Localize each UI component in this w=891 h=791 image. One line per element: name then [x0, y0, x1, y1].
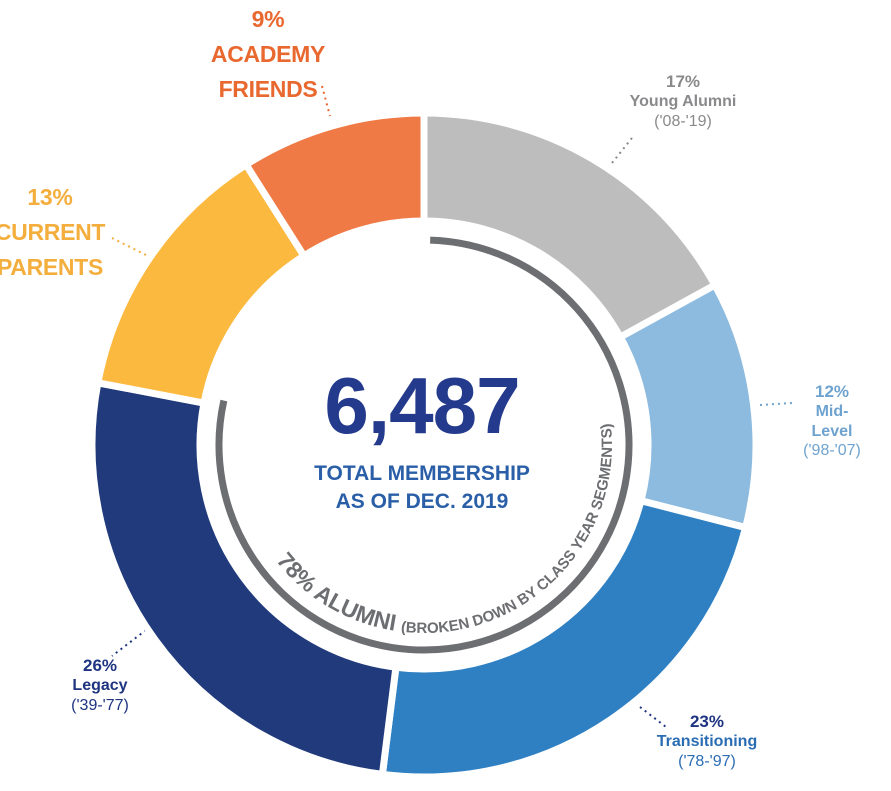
- segment-label: 12% Mid-Level ('98-'07): [803, 382, 862, 460]
- alumni-text: 78% ALUMNI (BROKEN DOWN BY CLASS YEAR SEG…: [272, 423, 616, 637]
- value-label: 26%: [82, 656, 118, 675]
- year-range: ('98-'07): [803, 441, 861, 459]
- value-label: 13%: [27, 184, 73, 210]
- value-label: 12%: [814, 382, 850, 401]
- segment-label: 13% CURRENT PARENTS: [0, 180, 110, 285]
- alumni-arc: [215, 236, 633, 654]
- subtitle: TOTAL MEMBERSHIP AS OF DEC. 2019: [314, 462, 530, 513]
- category-label: Young Alumni: [629, 93, 737, 111]
- value-label: 9%: [251, 6, 285, 32]
- leader: [111, 237, 153, 259]
- donut-segment: [241, 109, 428, 261]
- leader: [759, 402, 793, 406]
- donut-segment: [88, 378, 400, 779]
- year-range: ('78-'97): [678, 752, 736, 770]
- category-label: ACADEMY FRIENDS: [210, 41, 326, 102]
- segment-label: 17% Young Alumni ('08-'19): [630, 72, 737, 131]
- leader: [607, 137, 633, 169]
- year-range: ('08-'19): [654, 112, 712, 130]
- category-label: CURRENT PARENTS: [0, 219, 106, 280]
- category-label: Transitioning: [656, 733, 758, 751]
- category-label: Mid-Level: [811, 403, 853, 440]
- segment-label: 26% Legacy ('39-'77): [71, 656, 129, 715]
- alumni-text-path: 78% ALUMNI (BROKEN DOWN BY CLASS YEAR SEG…: [272, 423, 616, 637]
- donut-segment: [378, 496, 750, 781]
- leader: [111, 629, 147, 657]
- segment-label: 23% Transitioning ('78-'97): [657, 712, 757, 771]
- leader: [321, 85, 331, 117]
- category-label: Legacy: [72, 677, 128, 695]
- segment-label: 9% ACADEMY FRIENDS: [208, 2, 328, 107]
- total: 6,487: [324, 361, 520, 450]
- value-label: 17%: [665, 72, 701, 91]
- year-range: ('39-'77): [71, 696, 129, 714]
- value-label: 23%: [689, 712, 725, 731]
